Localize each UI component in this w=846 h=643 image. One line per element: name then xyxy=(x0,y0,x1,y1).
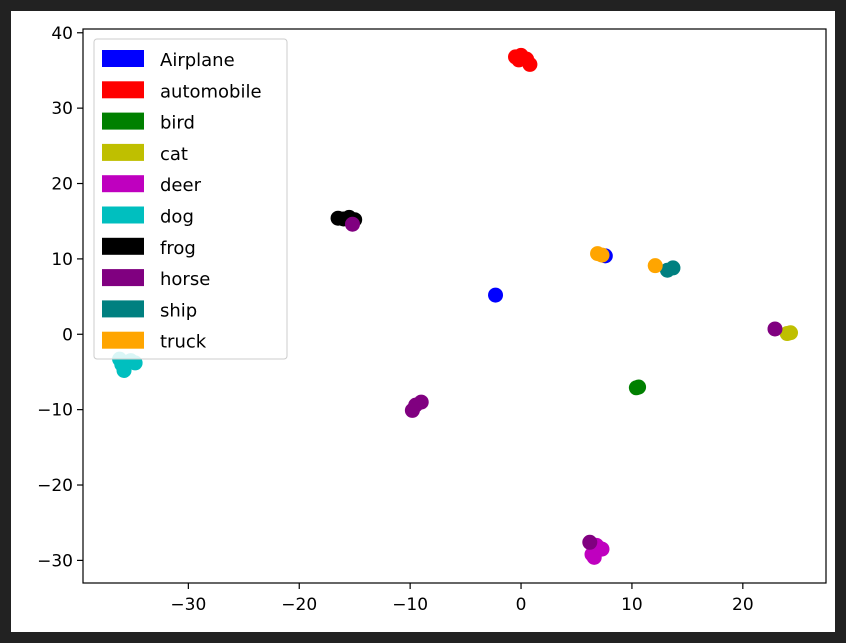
data-point-truck-1 xyxy=(594,247,610,263)
data-point-horse-3 xyxy=(582,534,598,550)
figure-frame: −30 −20 −10 0 10 20 40 30 20 10 0 −10 −20 −30 Airpla… xyxy=(11,11,835,632)
data-point-automobile-4 xyxy=(511,52,527,68)
x-tick-label: −20 xyxy=(281,595,317,615)
legend-swatch-airplane xyxy=(102,50,144,67)
legend-label-automobile: automobile xyxy=(160,81,262,102)
data-point-cat-1 xyxy=(783,325,799,341)
data-points xyxy=(112,47,799,565)
data-point-horse-2 xyxy=(413,394,429,410)
data-point-airplane-0 xyxy=(488,287,504,303)
data-point-horse-5 xyxy=(767,321,783,337)
legend-label-dog: dog xyxy=(160,207,194,228)
legend-label-bird: bird xyxy=(160,113,195,134)
legend-label-deer: deer xyxy=(160,175,202,196)
legend-label-ship: ship xyxy=(160,300,197,321)
legend-label-cat: cat xyxy=(160,144,188,165)
y-tick-label: 10 xyxy=(51,250,73,270)
y-tick-label: 0 xyxy=(62,325,73,345)
x-tick-label: −30 xyxy=(170,595,206,615)
legend-swatch-deer xyxy=(102,175,144,193)
legend: Airplane automobile bird cat deer dog frog hors… xyxy=(93,38,288,360)
data-point-horse-4 xyxy=(344,216,360,232)
legend-label-frog: frog xyxy=(160,238,196,259)
y-tick-label: −30 xyxy=(37,551,73,571)
x-tick-label: −10 xyxy=(392,595,428,615)
legend-swatch-truck xyxy=(102,331,144,349)
plot-area xyxy=(82,28,827,584)
x-tick-label: 10 xyxy=(621,595,643,615)
y-tick-label: 20 xyxy=(51,175,73,195)
x-tick-label: 20 xyxy=(732,595,754,615)
y-tick-label: 40 xyxy=(51,24,73,44)
legend-swatch-dog xyxy=(102,206,144,224)
legend-swatch-bird xyxy=(102,112,144,130)
legend-swatch-ship xyxy=(102,300,144,318)
y-tick-label: −10 xyxy=(37,401,73,421)
legend-swatch-horse xyxy=(102,269,144,287)
x-axis: −30 −20 −10 0 10 20 xyxy=(170,583,754,615)
y-tick-label: −20 xyxy=(37,476,73,496)
y-axis: 40 30 20 10 0 −10 −20 −30 xyxy=(37,24,83,571)
legend-label-airplane: Airplane xyxy=(160,50,235,71)
legend-label-horse: horse xyxy=(160,269,210,290)
data-point-ship-1 xyxy=(665,260,681,276)
data-point-dog-3 xyxy=(114,356,130,372)
y-tick-label: 30 xyxy=(51,99,73,119)
legend-label-truck: truck xyxy=(160,332,207,353)
scatter-chart: −30 −20 −10 0 10 20 40 30 20 10 0 −10 −20 −30 Airpla… xyxy=(37,24,827,615)
legend-swatch-frog xyxy=(102,237,144,255)
data-point-truck-2 xyxy=(647,258,663,274)
data-point-bird-1 xyxy=(631,379,647,395)
legend-swatch-automobile xyxy=(102,81,144,99)
x-tick-label: 0 xyxy=(516,595,527,615)
legend-swatch-cat xyxy=(102,143,144,161)
